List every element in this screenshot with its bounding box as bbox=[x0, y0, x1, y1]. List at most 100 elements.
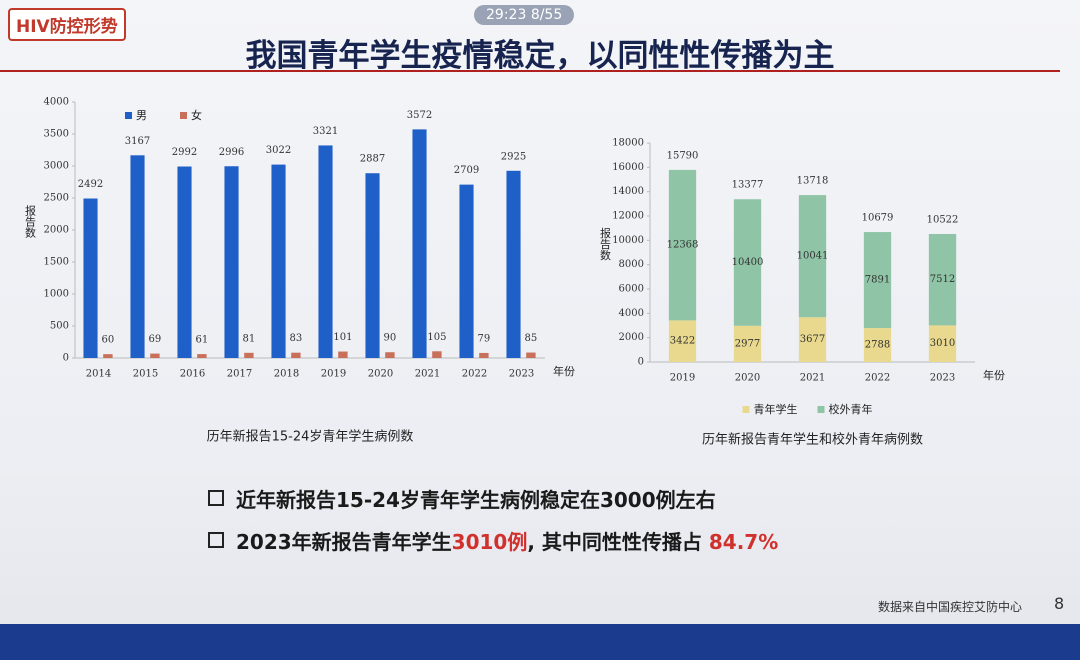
y-tick-label: 6000 bbox=[619, 284, 644, 295]
timer: 29:23 8/55 bbox=[474, 5, 575, 25]
legend-swatch bbox=[742, 406, 750, 413]
y-tick-label: 2000 bbox=[619, 332, 644, 343]
value-label: 2492 bbox=[78, 179, 103, 190]
y-tick-label: 2500 bbox=[44, 193, 69, 204]
x-tick-label: 2022 bbox=[865, 373, 890, 384]
bar bbox=[150, 353, 160, 358]
value-label: 79 bbox=[478, 333, 491, 344]
bar bbox=[83, 198, 98, 358]
x-tick-label: 2015 bbox=[133, 369, 158, 380]
total-label: 15790 bbox=[667, 150, 699, 161]
bar-segment bbox=[668, 169, 697, 321]
value-label: 3422 bbox=[670, 336, 695, 347]
value-label: 90 bbox=[384, 333, 397, 344]
y-tick-label: 10000 bbox=[612, 235, 644, 246]
bar-segment bbox=[798, 195, 827, 318]
value-label: 3167 bbox=[125, 136, 150, 147]
y-tick-label: 0 bbox=[638, 357, 644, 368]
y-tick-label: 12000 bbox=[612, 211, 644, 222]
y-tick-label: 4000 bbox=[619, 308, 644, 319]
charts: 0 500 1000 1500 2000 2500 3000 3500 4000 报告数年份历年新… bbox=[24, 97, 1006, 448]
bar-segment bbox=[798, 317, 827, 362]
chart-caption: 历年新报告青年学生和校外青年病例数 bbox=[702, 432, 923, 448]
page-count: 8/55 bbox=[530, 7, 563, 23]
bar bbox=[271, 164, 286, 358]
y-tick-label: 18000 bbox=[612, 138, 644, 149]
value-label: 7512 bbox=[930, 274, 955, 285]
value-label: 2996 bbox=[219, 147, 244, 158]
y-tick-label: 3000 bbox=[44, 161, 69, 172]
x-tick-label: 2023 bbox=[509, 369, 534, 380]
x-axis-label: 年份 bbox=[983, 368, 1005, 382]
x-tick-label: 2022 bbox=[462, 369, 487, 380]
bar bbox=[459, 184, 474, 358]
value-label: 81 bbox=[243, 333, 256, 344]
legend-swatch bbox=[817, 406, 825, 413]
value-label: 3677 bbox=[800, 334, 825, 345]
value-label: 2709 bbox=[454, 165, 479, 176]
bar bbox=[177, 166, 192, 358]
y-tick-label: 2000 bbox=[44, 225, 69, 236]
bar bbox=[432, 351, 442, 358]
bar-segment bbox=[928, 233, 957, 326]
total-label: 13377 bbox=[732, 180, 764, 191]
y-tick-label: 8000 bbox=[619, 259, 644, 270]
legend-label: 男 bbox=[136, 109, 147, 122]
bar bbox=[244, 352, 254, 358]
x-tick-label: 2014 bbox=[86, 369, 111, 380]
value-label: 83 bbox=[290, 333, 303, 344]
section-tag: HIV防控形势 bbox=[8, 8, 126, 41]
bar bbox=[318, 145, 333, 358]
x-tick-label: 2020 bbox=[368, 369, 393, 380]
value-label: 105 bbox=[427, 332, 446, 343]
bar bbox=[526, 352, 536, 358]
bar-segment bbox=[733, 325, 762, 362]
y-tick-label: 1000 bbox=[44, 289, 69, 300]
legend-swatch bbox=[180, 112, 187, 119]
bar bbox=[385, 352, 395, 358]
x-tick-label: 2016 bbox=[180, 369, 205, 380]
x-tick-label: 2019 bbox=[670, 373, 695, 384]
bullet: 近年新报告15-24岁青年学生病例稳定在3000例左右 bbox=[208, 484, 716, 513]
bar-segment bbox=[928, 325, 957, 362]
value-label: 2887 bbox=[360, 154, 385, 165]
bar bbox=[506, 170, 521, 358]
total-label: 13718 bbox=[797, 176, 829, 187]
bullet-highlight: 3010例 bbox=[451, 530, 528, 554]
x-tick-label: 2018 bbox=[274, 369, 299, 380]
timer-time: 29:23 bbox=[486, 7, 527, 23]
y-tick-label: 16000 bbox=[612, 162, 644, 173]
bullet-text: , 其中同性性传播占 bbox=[527, 530, 709, 554]
bar bbox=[412, 129, 427, 358]
value-label: 61 bbox=[196, 335, 209, 346]
bullet-text: 近年新报告15-24岁青年学生病例稳定在3000例左右 bbox=[236, 488, 716, 512]
x-tick-label: 2021 bbox=[415, 369, 440, 380]
total-label: 10522 bbox=[927, 214, 959, 225]
bar-segment bbox=[863, 232, 892, 329]
x-tick-label: 2017 bbox=[227, 369, 252, 380]
bar bbox=[197, 354, 207, 358]
bullet-text: 2023年新报告青年学生 bbox=[236, 530, 452, 554]
value-label: 10041 bbox=[797, 251, 829, 262]
title-rule bbox=[0, 70, 1060, 72]
total-label: 10679 bbox=[862, 213, 894, 224]
value-label: 85 bbox=[525, 333, 538, 344]
value-label: 12368 bbox=[667, 240, 699, 251]
y-tick-label: 3500 bbox=[44, 129, 69, 140]
value-label: 7891 bbox=[865, 275, 890, 286]
value-label: 2977 bbox=[735, 338, 760, 349]
y-tick-label: 14000 bbox=[612, 186, 644, 197]
legend-label: 校外青年 bbox=[829, 402, 873, 416]
footer-bar bbox=[0, 624, 1080, 660]
value-label: 2925 bbox=[501, 151, 526, 162]
bar bbox=[338, 351, 348, 358]
slide-title: 我国青年学生疫情稳定，以同性性传播为主 bbox=[245, 38, 835, 74]
value-label: 3010 bbox=[930, 338, 955, 349]
page-number: 8 bbox=[1054, 594, 1065, 613]
value-label: 3022 bbox=[266, 145, 291, 156]
value-label: 2992 bbox=[172, 147, 197, 158]
source-note: 数据来自中国疾控艾防中心 bbox=[878, 600, 1023, 614]
value-label: 2788 bbox=[865, 340, 890, 351]
legend-label: 女 bbox=[191, 108, 202, 122]
